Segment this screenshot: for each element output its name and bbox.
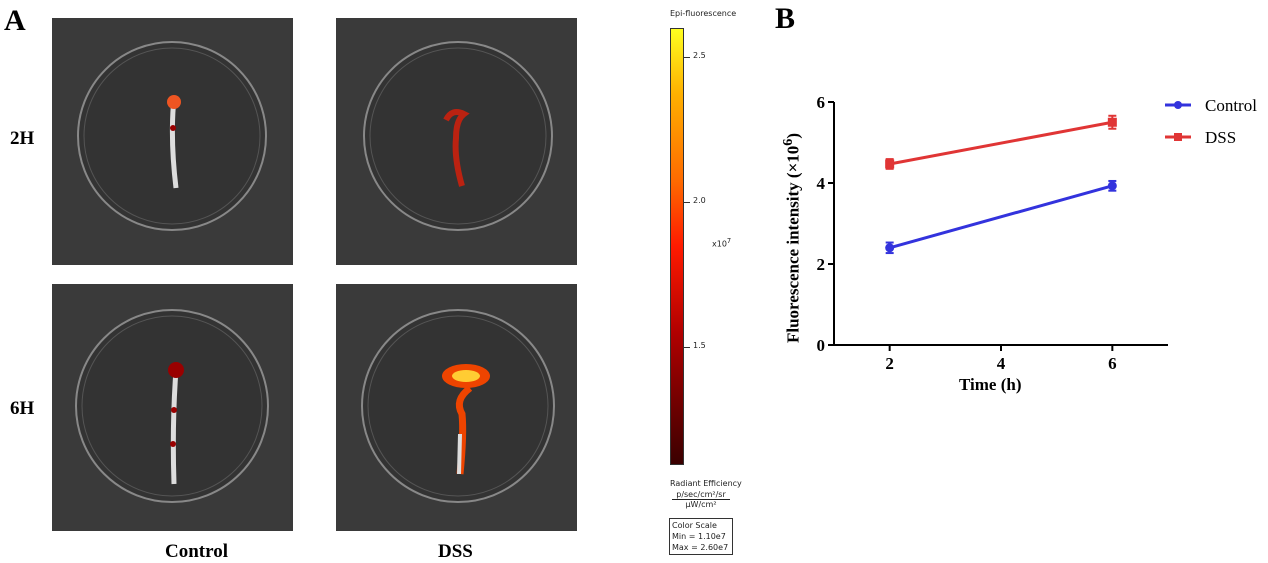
x-axis-label: Time (h) xyxy=(959,375,1022,394)
unit-label: Radiant Efficiency xyxy=(670,479,742,488)
colorbar-tick xyxy=(683,202,690,203)
y-axis-label: Fluorescence intensity (×106) xyxy=(780,133,804,343)
col-label-dss: DSS xyxy=(438,541,473,562)
unit-num: p/sec/cm²/sr xyxy=(672,490,730,500)
image-control-2h xyxy=(52,18,293,265)
box-min: Min = 1.10e7 xyxy=(672,532,726,541)
image-control-6h xyxy=(52,284,293,531)
data-point xyxy=(1107,117,1117,127)
y-tick-label: 2 xyxy=(817,255,826,274)
multiplier-exp: 7 xyxy=(726,237,732,245)
colorbar-tick xyxy=(683,57,690,58)
col-label-control: Control xyxy=(165,541,228,562)
y-tick-label: 0 xyxy=(817,336,826,355)
legend-label: Control xyxy=(1205,96,1257,115)
row-label-6h: 6H xyxy=(10,398,35,419)
data-point xyxy=(885,243,895,253)
panel-b-letter: B xyxy=(775,2,796,35)
panel-a-letter: A xyxy=(4,4,26,37)
colorbar-gradient xyxy=(670,28,684,465)
data-point xyxy=(885,159,895,169)
colorbar-title: Epi-fluorescence xyxy=(670,9,737,18)
unit-fraction: p/sec/cm²/sr µW/cm² xyxy=(672,490,730,509)
colorbar-tick-label: 1.5 xyxy=(693,341,706,350)
colorbar-tick xyxy=(683,347,690,348)
legend-marker xyxy=(1174,101,1182,109)
legend-label: DSS xyxy=(1205,128,1236,147)
ylabel-end: ) xyxy=(783,132,803,139)
colorbar-multiplier: x107 xyxy=(712,237,731,249)
colorbar-tick-label: 2.0 xyxy=(693,196,706,205)
image-dss-6h xyxy=(336,284,577,531)
colorbar-tick-label: 2.5 xyxy=(693,51,706,60)
y-tick-label: 4 xyxy=(817,174,826,193)
ylabel-text: Fluorescence intensity (×10 xyxy=(783,145,803,343)
legend-marker xyxy=(1174,133,1182,141)
ylabel-exp: 6 xyxy=(780,138,796,146)
image-dss-2h xyxy=(336,18,577,265)
series-line-dss xyxy=(889,120,1113,166)
x-tick-label: 2 xyxy=(885,354,894,373)
box-max: Max = 2.60e7 xyxy=(672,543,729,552)
unit-den: µW/cm² xyxy=(685,500,717,509)
color-scale-box: Color Scale Min = 1.10e7 Max = 2.60e7 xyxy=(669,518,733,555)
series-line-control xyxy=(889,184,1113,250)
x-tick-label: 4 xyxy=(997,354,1006,373)
box-title: Color Scale xyxy=(672,521,717,530)
x-tick-label: 6 xyxy=(1108,354,1117,373)
y-tick-label: 6 xyxy=(817,93,826,112)
multiplier-base: x10 xyxy=(712,239,727,249)
data-point xyxy=(1107,181,1117,191)
row-label-2h: 2H xyxy=(10,128,35,149)
